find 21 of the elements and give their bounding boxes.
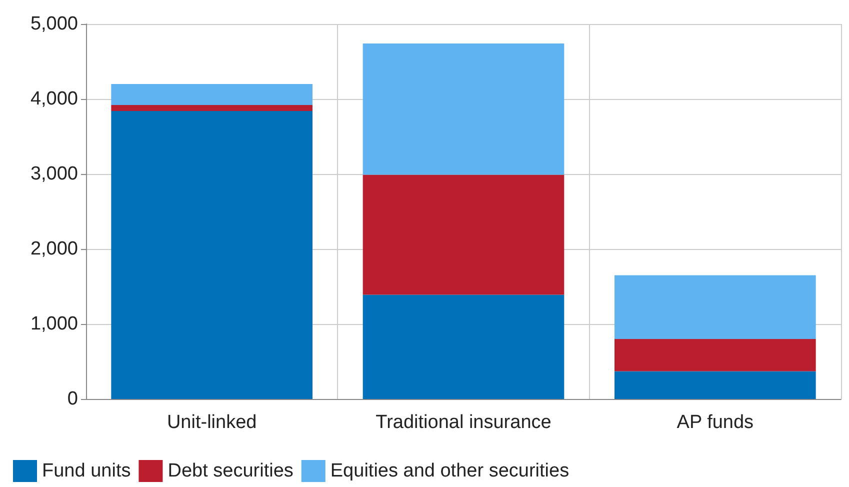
bar: [111, 105, 312, 111]
bar: [111, 111, 312, 399]
bar: [362, 294, 564, 399]
x-tick-label: AP funds: [676, 412, 754, 433]
y-tick-label: 1,000: [30, 314, 78, 334]
legend-label: Fund units: [42, 460, 131, 482]
y-tick-label: 0: [67, 388, 78, 410]
bar: [362, 174, 564, 295]
bar: [614, 339, 816, 372]
x-tick-label: Traditional insurance: [376, 412, 552, 433]
bar: [362, 44, 564, 175]
x-tick-label: Unit-linked: [166, 412, 257, 433]
y-tick-label: 3,000: [30, 164, 78, 184]
bar: [614, 275, 816, 339]
legend-label: Equities and other securities: [330, 460, 570, 482]
y-tick-label: 4,000: [30, 88, 78, 110]
legend-label: Debt securities: [168, 460, 294, 482]
y-tick-label: 5,000: [30, 14, 78, 34]
bar: [614, 371, 816, 399]
y-tick-label: 2,000: [30, 238, 78, 260]
bar: [111, 84, 312, 105]
